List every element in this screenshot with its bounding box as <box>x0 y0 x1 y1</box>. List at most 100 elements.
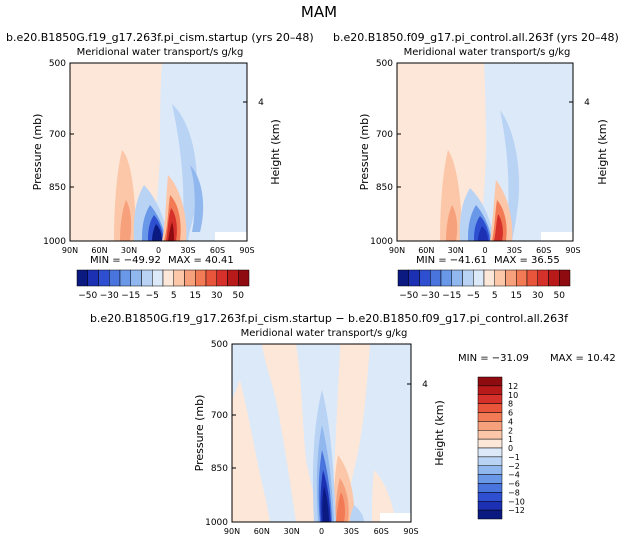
colorbar-label: −30 <box>100 291 119 301</box>
ytick-label: 850 <box>376 183 393 193</box>
field-region-pos <box>446 205 458 241</box>
colorbar-swatch <box>477 403 503 413</box>
colorbar-label: −2 <box>508 462 520 471</box>
xtick-label: 90N <box>62 246 78 255</box>
colorbar-swatch <box>440 269 452 287</box>
colorbar-label: 5 <box>171 291 177 301</box>
xtick-label: 90S <box>565 246 580 255</box>
colorbar-swatch <box>477 376 503 387</box>
xtick-label: 30S <box>344 527 359 536</box>
colorbar-label: −8 <box>508 488 520 497</box>
plot-area <box>70 63 247 241</box>
ytick-label: 850 <box>211 464 228 474</box>
y-axis-label: Pressure (mb) <box>358 114 371 191</box>
x-ticks: 90N 60N 30N 0 30S 60S 90S <box>224 527 419 536</box>
max-label: MAX = 40.41 <box>168 255 234 266</box>
xtick-label: 90N <box>389 246 405 255</box>
colorbar-label: 8 <box>508 400 513 409</box>
field-region-neg <box>478 226 488 241</box>
colorbar-swatch <box>419 269 431 287</box>
colorbar-label: −30 <box>421 291 440 301</box>
colorbar-label: 30 <box>211 291 223 301</box>
colorbar-swatch <box>483 269 495 287</box>
xtick-label: 30N <box>284 527 300 536</box>
field-region-pos <box>440 150 462 241</box>
xtick-label: 90N <box>224 527 240 536</box>
colorbar-swatch <box>516 269 528 287</box>
xtick-label: 60S <box>210 246 225 255</box>
colorbar-swatch <box>559 269 571 287</box>
colorbar-swatch <box>141 269 153 287</box>
xtick-label: 60N <box>254 527 270 536</box>
missing-data-region <box>541 232 573 241</box>
xtick-label: 90S <box>403 527 418 536</box>
colorbar-swatch <box>477 474 503 484</box>
colorbar-swatch <box>238 269 250 287</box>
ytick-label: 1000 <box>43 237 66 247</box>
plot-frame <box>231 343 412 523</box>
max-label: MAX = 10.42 <box>550 353 616 364</box>
x-ticks: 90N 60N 30N 0 30S 60S 90S <box>389 246 581 255</box>
colorbar-label: 10 <box>508 391 518 400</box>
xtick-label: 60S <box>536 246 551 255</box>
plot-frame <box>69 62 248 242</box>
colorbar-swatch <box>477 430 503 440</box>
colorbar-label: −6 <box>508 480 520 489</box>
panel-title: b.e20.B1850.f09_g17.pi_control.all.263f … <box>333 31 619 44</box>
colorbar-swatch <box>473 269 485 287</box>
colorbar-label: −50 <box>399 291 418 301</box>
colorbar-label: 6 <box>508 409 513 418</box>
colorbar-swatch <box>184 269 196 287</box>
xtick-label: 0 <box>156 246 161 255</box>
colorbar-label: 12 <box>508 382 518 391</box>
ytick-label: 700 <box>49 130 66 140</box>
xtick-label: 60N <box>418 246 434 255</box>
colorbar-label: 15 <box>190 291 201 301</box>
colorbar-swatch <box>462 269 474 287</box>
missing-data-region <box>215 232 247 241</box>
colorbar-swatch <box>477 501 503 511</box>
colorbar-swatch <box>162 269 174 287</box>
xtick-label: 0 <box>319 527 324 536</box>
colorbar-swatch <box>477 509 503 520</box>
xtick-label: 0 <box>482 246 487 255</box>
colorbar-swatch <box>87 269 99 287</box>
colorbar-swatch <box>195 269 207 287</box>
field-region-pos <box>120 200 132 241</box>
colorbar-label: 50 <box>233 291 245 301</box>
colorbar-swatch <box>109 269 121 287</box>
colorbar-label: −5 <box>467 291 480 301</box>
colorbar-swatch <box>98 269 110 287</box>
field-region-pos <box>494 214 503 241</box>
field-region-pos <box>232 380 270 522</box>
panel-bottom: b.e20.B1850G.f19_g17.263f.pi_cism.startu… <box>90 312 616 536</box>
colorbar-swatch <box>397 269 409 287</box>
colorbar-swatch <box>477 438 503 449</box>
colorbar-label: −1 <box>508 453 520 462</box>
colorbar-label: 1 <box>508 435 513 444</box>
ytick-label: 850 <box>49 183 66 193</box>
right-tick-label: 4 <box>584 98 590 108</box>
panel-subtitle: Meridional water transport/s g/kg <box>241 328 408 339</box>
field-region-pos <box>168 222 174 241</box>
colorbar-label: −15 <box>442 291 461 301</box>
colorbar-swatch <box>494 269 506 287</box>
xtick-label: 30N <box>121 246 137 255</box>
ytick-label: 700 <box>376 130 393 140</box>
colorbar-label: 5 <box>492 291 498 301</box>
colorbar-swatch <box>477 456 503 466</box>
colorbar-swatch <box>477 483 503 493</box>
colorbar-label: 4 <box>508 417 513 426</box>
ytick-label: 1000 <box>370 237 393 247</box>
field-region-neg <box>172 104 197 241</box>
missing-data-region <box>380 513 411 522</box>
colorbar-swatch <box>526 269 538 287</box>
colorbar-swatch <box>505 269 517 287</box>
colorbar-label: 50 <box>554 291 566 301</box>
colorbar-swatch <box>477 412 503 422</box>
ytick-label: 500 <box>211 340 228 350</box>
colorbar-label: −50 <box>78 291 97 301</box>
colorbar-swatch <box>408 269 420 287</box>
